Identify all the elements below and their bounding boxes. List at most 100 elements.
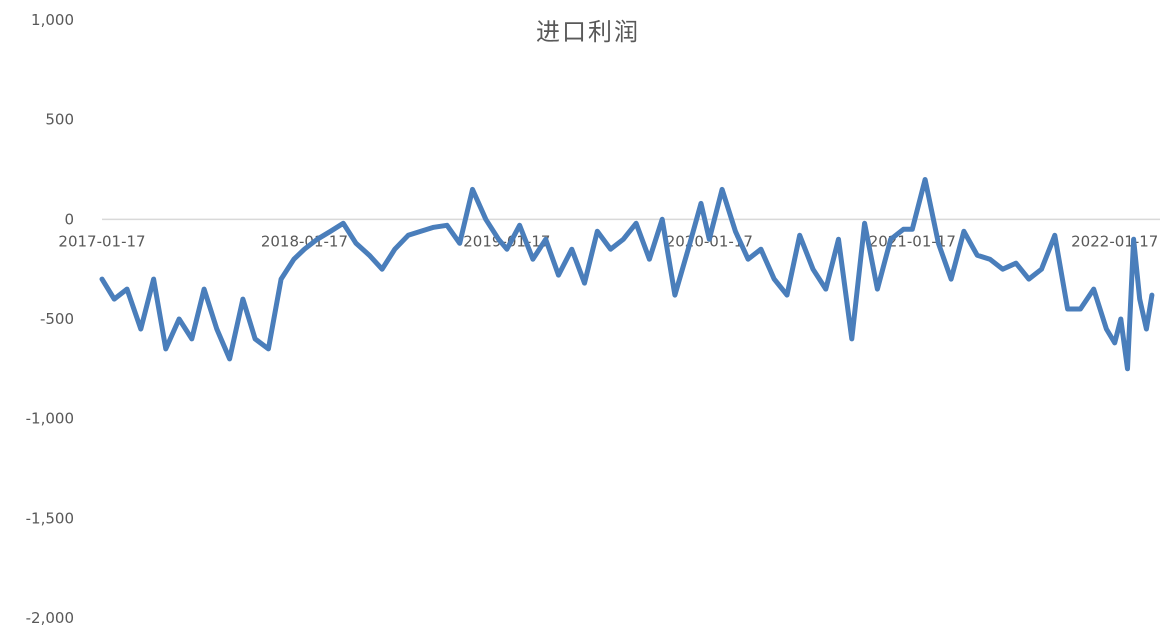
- data-point: [785, 293, 789, 298]
- data-point: [302, 247, 307, 252]
- data-point: [457, 241, 462, 246]
- data-point: [1091, 287, 1096, 292]
- data-point: [202, 287, 207, 292]
- data-point: [975, 253, 980, 258]
- y-tick-label: 1,000: [31, 11, 74, 29]
- x-tick-label: 2021-01-17: [869, 232, 956, 250]
- data-point: [647, 257, 652, 262]
- data-point: [923, 177, 928, 182]
- data-point: [367, 253, 372, 258]
- data-point: [1052, 233, 1057, 238]
- data-point: [1137, 297, 1142, 302]
- data-point: [392, 247, 397, 252]
- series-group: [99, 177, 1155, 372]
- data-point: [253, 336, 258, 341]
- data-point: [1078, 307, 1083, 311]
- data-point: [315, 237, 320, 242]
- chart-title: 进口利润: [536, 18, 640, 46]
- data-point: [1039, 267, 1044, 272]
- data-point: [987, 257, 992, 262]
- data-point: [582, 281, 587, 286]
- data-point: [151, 277, 156, 282]
- data-point: [707, 237, 712, 242]
- data-point: [686, 247, 691, 252]
- data-point: [901, 227, 906, 232]
- data-point: [910, 227, 915, 232]
- x-tick-label: 2022-01-17: [1071, 232, 1158, 250]
- data-point: [112, 297, 117, 302]
- data-point: [266, 346, 271, 351]
- data-point: [177, 317, 182, 321]
- series-line: [99, 177, 1155, 372]
- data-point: [634, 221, 639, 226]
- data-point: [543, 237, 548, 242]
- data-point: [1026, 277, 1031, 282]
- data-point: [672, 293, 677, 298]
- data-point: [569, 247, 574, 252]
- y-tick-label: -500: [40, 310, 74, 328]
- data-point: [961, 229, 966, 234]
- data-point: [125, 287, 129, 292]
- data-point: [660, 217, 665, 222]
- data-point: [291, 257, 296, 262]
- data-point: [1000, 267, 1005, 272]
- data-point: [1104, 327, 1109, 331]
- data-point: [341, 221, 346, 226]
- data-point: [1065, 307, 1070, 311]
- data-point: [1118, 317, 1123, 321]
- data-point: [595, 229, 600, 234]
- data-point: [279, 277, 284, 282]
- data-point: [496, 237, 501, 242]
- data-point: [189, 336, 194, 341]
- data-point: [530, 257, 535, 262]
- data-point: [328, 229, 333, 234]
- data-point: [849, 336, 854, 341]
- data-point: [406, 233, 411, 238]
- data-point: [746, 257, 751, 262]
- data-point: [517, 223, 522, 228]
- data-point: [227, 356, 232, 361]
- data-point: [699, 201, 703, 206]
- data-point: [483, 217, 488, 222]
- data-point: [214, 327, 219, 331]
- data-point: [1014, 261, 1018, 266]
- data-point: [875, 287, 880, 292]
- y-tick-label: -1,500: [26, 509, 74, 527]
- y-tick-label: -2,000: [26, 609, 74, 626]
- y-tick-label: 0: [64, 210, 74, 228]
- data-point: [1144, 327, 1149, 331]
- data-point: [772, 277, 777, 282]
- data-point: [823, 287, 828, 292]
- data-point: [1112, 340, 1117, 345]
- data-point: [354, 241, 358, 246]
- data-point: [621, 237, 626, 242]
- data-point: [797, 233, 802, 238]
- data-point: [1149, 293, 1154, 298]
- data-point: [445, 223, 449, 228]
- data-point: [163, 346, 168, 351]
- data-point: [100, 277, 104, 282]
- data-point: [418, 229, 423, 234]
- data-point: [138, 327, 143, 331]
- x-tick-label: 2017-01-17: [58, 232, 145, 250]
- data-point: [470, 187, 475, 192]
- y-tick-label: -1,000: [26, 410, 74, 428]
- data-point: [862, 221, 867, 226]
- data-point: [720, 187, 725, 192]
- data-point: [504, 247, 509, 252]
- x-tick-label: 2018-01-17: [261, 232, 348, 250]
- data-point: [811, 267, 815, 272]
- data-point: [240, 297, 245, 302]
- data-point: [758, 247, 763, 252]
- data-point: [836, 237, 841, 242]
- data-point: [733, 229, 738, 234]
- data-point: [949, 277, 954, 282]
- y-tick-label: 500: [45, 111, 74, 129]
- data-point: [608, 247, 613, 252]
- data-point: [888, 237, 893, 242]
- data-point: [936, 241, 941, 246]
- data-point: [556, 273, 561, 278]
- y-axis: 1,000 500 0 -500 -1,000 -1,500 -2,000: [26, 11, 74, 626]
- data-point: [1131, 237, 1136, 242]
